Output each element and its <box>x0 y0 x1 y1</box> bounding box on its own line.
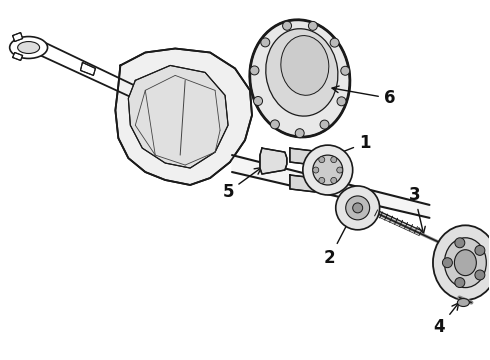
Text: 3: 3 <box>409 186 425 234</box>
Ellipse shape <box>281 36 329 95</box>
Text: 4: 4 <box>434 303 459 337</box>
Polygon shape <box>260 148 287 174</box>
Polygon shape <box>13 53 23 60</box>
Text: 1: 1 <box>326 134 370 159</box>
Ellipse shape <box>444 238 486 288</box>
Ellipse shape <box>250 20 350 137</box>
Circle shape <box>319 157 325 163</box>
Text: 6: 6 <box>332 86 395 107</box>
Ellipse shape <box>336 186 380 230</box>
Circle shape <box>283 21 292 30</box>
Text: 2: 2 <box>324 214 353 267</box>
Ellipse shape <box>353 203 363 213</box>
Circle shape <box>442 258 452 268</box>
Circle shape <box>337 167 343 173</box>
Circle shape <box>295 129 304 138</box>
Ellipse shape <box>454 250 476 276</box>
Ellipse shape <box>266 29 338 116</box>
Polygon shape <box>290 148 315 165</box>
Ellipse shape <box>433 225 490 300</box>
Circle shape <box>261 38 270 47</box>
Circle shape <box>455 278 465 288</box>
Ellipse shape <box>457 298 469 306</box>
Polygon shape <box>115 49 252 185</box>
Circle shape <box>341 66 350 75</box>
Polygon shape <box>13 32 23 41</box>
Circle shape <box>475 246 485 255</box>
Polygon shape <box>128 66 228 168</box>
Circle shape <box>331 177 337 183</box>
Circle shape <box>320 120 329 129</box>
Circle shape <box>308 21 318 30</box>
Ellipse shape <box>313 155 343 185</box>
Ellipse shape <box>303 145 353 195</box>
Ellipse shape <box>18 41 40 54</box>
Polygon shape <box>290 175 315 192</box>
Circle shape <box>253 96 263 105</box>
Polygon shape <box>232 155 429 218</box>
Circle shape <box>331 157 337 163</box>
Circle shape <box>455 238 465 248</box>
Ellipse shape <box>346 196 369 220</box>
Text: 5: 5 <box>222 168 262 201</box>
Circle shape <box>330 38 339 47</box>
Circle shape <box>475 270 485 280</box>
Polygon shape <box>80 62 96 75</box>
Circle shape <box>313 167 319 173</box>
Circle shape <box>337 97 346 106</box>
Circle shape <box>250 66 259 75</box>
Circle shape <box>319 177 325 183</box>
Circle shape <box>270 120 279 129</box>
Ellipse shape <box>10 37 48 58</box>
